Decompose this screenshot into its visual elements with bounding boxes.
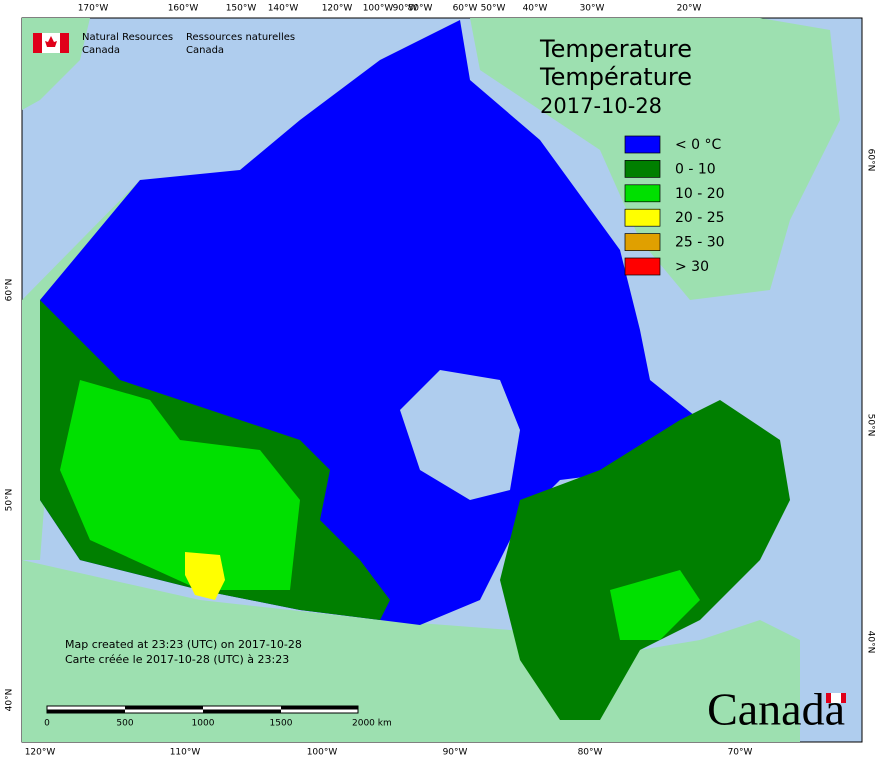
graticule-label: 100°W bbox=[307, 748, 338, 758]
graticule-label: 40°W bbox=[523, 4, 548, 14]
flag-bar bbox=[60, 33, 69, 53]
title-en: Temperature bbox=[539, 35, 692, 63]
graticule-labels: 170°W 160°W 150°W 140°W 120°W 100°W 90°W80°W 60… bbox=[5, 4, 876, 758]
scale-label: 1500 bbox=[270, 719, 293, 729]
title-fr: Température bbox=[539, 63, 692, 91]
region-0-10-east bbox=[500, 400, 790, 720]
region-20-25 bbox=[185, 552, 225, 600]
graticule-label: 90°W bbox=[393, 4, 418, 14]
region-10-20-east bbox=[610, 570, 700, 640]
title-date: 2017-10-28 bbox=[540, 94, 662, 118]
graticule-label: 40°N bbox=[5, 689, 15, 712]
region-10-20-west bbox=[60, 380, 300, 590]
credit-fr: Carte créée le 2017-10-28 (UTC) à 23:23 bbox=[65, 653, 289, 666]
scale-label: 500 bbox=[116, 719, 133, 729]
legend-label: > 30 bbox=[675, 259, 709, 275]
graticule-label: 160°W bbox=[168, 4, 199, 14]
legend-label: 0 - 10 bbox=[675, 161, 716, 177]
graticule-label: 140°W bbox=[268, 4, 299, 14]
flag-bar bbox=[33, 33, 42, 53]
scale-segment bbox=[203, 709, 281, 713]
legend-swatch bbox=[624, 160, 661, 178]
wordmark: Canada bbox=[707, 684, 845, 735]
graticule-label: 120°W bbox=[322, 4, 353, 14]
scale-label: 0 bbox=[44, 719, 50, 729]
graticule-label: 80°W bbox=[408, 4, 433, 14]
legend-swatch bbox=[624, 257, 661, 276]
legend-swatch bbox=[624, 233, 661, 251]
graticule-label: 170°W bbox=[78, 4, 109, 14]
wordmark-flag-field bbox=[831, 693, 841, 703]
greenland bbox=[470, 18, 840, 300]
legend: < 0 °C 0 - 10 10 - 20 20 - 25 25 - 30 > 30 bbox=[624, 135, 725, 276]
country-fr: Canada bbox=[186, 45, 224, 56]
legend-swatch bbox=[624, 135, 661, 154]
credit-en: Map created at 23:23 (UTC) on 2017-10-28 bbox=[65, 638, 302, 651]
graticule-label: 150°W bbox=[226, 4, 257, 14]
scale-label: 1000 bbox=[192, 719, 215, 729]
graticule-label: 90°W bbox=[443, 748, 468, 758]
hudson-bay bbox=[400, 370, 520, 500]
scale-labels: 0 500 1000 1500 2000 km bbox=[44, 719, 392, 729]
graticule-label: 50°N bbox=[866, 414, 876, 437]
legend-swatch bbox=[624, 208, 661, 227]
alaska bbox=[22, 180, 140, 560]
scale-label: 2000 km bbox=[352, 719, 392, 729]
graticule-label: 120°W bbox=[25, 748, 56, 758]
graticule-label: 60°W bbox=[453, 4, 478, 14]
graticule-label: 40°N bbox=[866, 631, 876, 654]
legend-label: 25 - 30 bbox=[675, 235, 725, 251]
scale-segment bbox=[47, 709, 125, 713]
graticule-label: 60°N bbox=[866, 149, 876, 172]
legend-label: < 0 °C bbox=[675, 137, 722, 153]
agency-fr: Ressources naturelles bbox=[186, 32, 295, 43]
legend-label: 20 - 25 bbox=[675, 210, 725, 226]
country-en: Canada bbox=[82, 45, 120, 56]
legend-label: 10 - 20 bbox=[675, 186, 725, 202]
graticule-label: 110°W bbox=[170, 748, 201, 758]
agency-en: Natural Resources bbox=[82, 32, 173, 43]
graticule-label: 70°W bbox=[728, 748, 753, 758]
graticule-label: 20°W bbox=[677, 4, 702, 14]
legend-swatch bbox=[624, 184, 661, 203]
graticule-label: 100°W bbox=[363, 4, 394, 14]
scale-segment bbox=[125, 706, 203, 710]
flag-leaf bbox=[45, 36, 57, 47]
graticule-label: 30°W bbox=[580, 4, 605, 14]
graticule-label: 50°W bbox=[481, 4, 506, 14]
graticule-label: 50°N bbox=[5, 489, 15, 512]
graticule-label: 60°N bbox=[5, 279, 15, 302]
scale-segment bbox=[281, 706, 358, 710]
graticule-label: 80°W bbox=[578, 748, 603, 758]
